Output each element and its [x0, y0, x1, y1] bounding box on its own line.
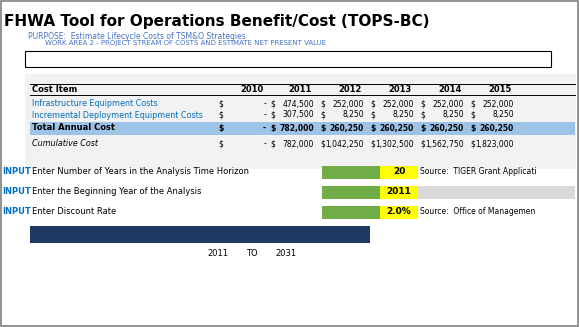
Text: Strategy:  Ramp Metering – Centrally Controlled: Strategy: Ramp Metering – Centrally Cont… — [30, 54, 312, 64]
Text: 2010: 2010 — [240, 85, 263, 95]
Text: TO: TO — [246, 250, 258, 259]
Text: 2013: 2013 — [389, 85, 412, 95]
Text: 8,250: 8,250 — [393, 111, 414, 119]
Text: $: $ — [420, 99, 425, 109]
Text: 1,302,500: 1,302,500 — [375, 140, 414, 148]
Text: FHWA Tool for Operations Benefit/Cost (TOPS-BC): FHWA Tool for Operations Benefit/Cost (T… — [4, 14, 430, 29]
Text: 260,250: 260,250 — [480, 124, 514, 132]
Text: $: $ — [270, 111, 275, 119]
Text: $: $ — [270, 140, 275, 148]
Text: 1,823,000: 1,823,000 — [475, 140, 514, 148]
Text: Source:  Office of Managemen: Source: Office of Managemen — [420, 208, 535, 216]
Text: $: $ — [218, 124, 223, 132]
Text: $5,456,374: $5,456,374 — [215, 229, 281, 239]
Text: 252,000: 252,000 — [433, 99, 464, 109]
Bar — [322, 186, 380, 199]
Text: -: - — [263, 111, 266, 119]
Text: 2.0%: 2.0% — [387, 208, 411, 216]
Text: INPUT: INPUT — [2, 208, 31, 216]
Text: 2014: 2014 — [438, 85, 461, 95]
Text: $: $ — [320, 124, 325, 132]
Text: $: $ — [320, 111, 325, 119]
Text: 2012: 2012 — [338, 85, 362, 95]
Text: 20: 20 — [393, 167, 405, 177]
Text: Enter the Beginning Year of the Analysis: Enter the Beginning Year of the Analysis — [32, 187, 201, 197]
Text: $: $ — [218, 99, 223, 109]
Text: 8,250: 8,250 — [492, 111, 514, 119]
Text: $: $ — [470, 99, 475, 109]
Bar — [380, 166, 418, 179]
Text: Cost Item: Cost Item — [32, 85, 77, 95]
Text: $: $ — [370, 124, 375, 132]
Bar — [322, 166, 380, 179]
Text: 782,000: 782,000 — [280, 124, 314, 132]
Text: WORK AREA 2 - PROJECT STREAM OF COSTS AND ESTIMATE NET PRESENT VALUE: WORK AREA 2 - PROJECT STREAM OF COSTS AN… — [36, 40, 326, 46]
Text: Infrastructure Equipment Costs: Infrastructure Equipment Costs — [32, 99, 157, 109]
Text: 1,042,250: 1,042,250 — [325, 140, 364, 148]
Text: $: $ — [270, 124, 276, 132]
Text: $: $ — [370, 99, 375, 109]
Text: Total Annual Cost: Total Annual Cost — [32, 124, 115, 132]
Text: 782,000: 782,000 — [283, 140, 314, 148]
Text: Incremental Deployment Equipment Costs: Incremental Deployment Equipment Costs — [32, 111, 203, 119]
Text: PURPOSE:  Estimate Lifecycle Costs of TSM&O Strategies: PURPOSE: Estimate Lifecycle Costs of TSM… — [28, 32, 245, 41]
Text: $: $ — [470, 111, 475, 119]
Text: -: - — [263, 140, 266, 148]
Text: 252,000: 252,000 — [332, 99, 364, 109]
Text: $: $ — [270, 99, 275, 109]
Text: 2011: 2011 — [387, 187, 412, 197]
Text: 8,250: 8,250 — [342, 111, 364, 119]
Text: $: $ — [420, 111, 425, 119]
Text: 2015: 2015 — [488, 85, 512, 95]
Text: INPUT: INPUT — [2, 187, 31, 197]
Text: 260,250: 260,250 — [380, 124, 414, 132]
Bar — [30, 226, 370, 243]
Text: 8,250: 8,250 — [442, 111, 464, 119]
Text: $: $ — [420, 140, 425, 148]
Text: Enter Number of Years in the Analysis Time Horizon: Enter Number of Years in the Analysis Ti… — [32, 167, 249, 177]
Text: -: - — [263, 124, 266, 132]
Text: 474,500: 474,500 — [283, 99, 314, 109]
Bar — [322, 206, 380, 219]
Text: $: $ — [420, 124, 426, 132]
Text: 260,250: 260,250 — [330, 124, 364, 132]
Text: $: $ — [218, 111, 223, 119]
Text: Enter Discount Rate: Enter Discount Rate — [32, 208, 116, 216]
Bar — [418, 186, 575, 199]
Text: Cumulative Cost: Cumulative Cost — [32, 140, 98, 148]
Text: 2011: 2011 — [207, 250, 229, 259]
Text: 2031: 2031 — [276, 250, 296, 259]
Bar — [380, 206, 418, 219]
Text: Source:  TIGER Grant Applicati: Source: TIGER Grant Applicati — [420, 167, 537, 177]
Text: $: $ — [470, 140, 475, 148]
Text: NET PRESENT VALUE OF COSTS: NET PRESENT VALUE OF COSTS — [35, 230, 193, 238]
Text: 260,250: 260,250 — [430, 124, 464, 132]
Text: 307,500: 307,500 — [283, 111, 314, 119]
Text: 2011: 2011 — [288, 85, 312, 95]
Text: $: $ — [370, 140, 375, 148]
Text: 1,562,750: 1,562,750 — [426, 140, 464, 148]
Text: 252,000: 252,000 — [483, 99, 514, 109]
Text: $: $ — [320, 140, 325, 148]
Text: INPUT: INPUT — [2, 167, 31, 177]
Text: $: $ — [370, 111, 375, 119]
Text: 252,000: 252,000 — [383, 99, 414, 109]
Bar — [30, 122, 575, 135]
Text: $: $ — [470, 124, 475, 132]
Bar — [25, 51, 551, 67]
Text: $: $ — [218, 140, 223, 148]
Bar — [380, 186, 418, 199]
Text: -: - — [263, 99, 266, 109]
Text: $: $ — [320, 99, 325, 109]
Bar — [25, 74, 576, 169]
